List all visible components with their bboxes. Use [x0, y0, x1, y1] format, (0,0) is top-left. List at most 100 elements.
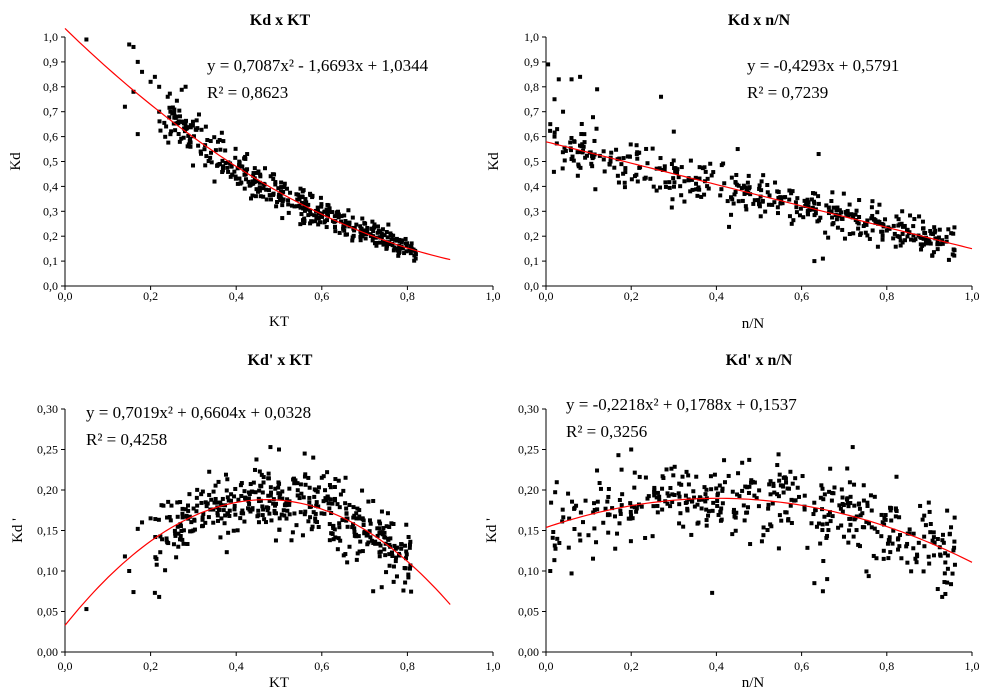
data-point: [84, 37, 89, 42]
data-point: [790, 189, 795, 194]
data-point: [886, 538, 891, 543]
data-point: [302, 208, 307, 213]
y-tick-label: 0,1: [43, 254, 58, 268]
x-tick-label: 0,6: [794, 289, 809, 303]
data-point: [261, 507, 266, 512]
data-point: [391, 521, 396, 526]
data-point: [733, 515, 738, 520]
data-point: [663, 184, 668, 189]
data-point: [282, 513, 287, 518]
data-point: [256, 513, 261, 518]
data-point: [744, 207, 749, 212]
data-point: [671, 184, 676, 189]
data-point: [312, 494, 317, 499]
data-point: [131, 590, 136, 595]
data-point: [223, 513, 228, 518]
y-tick-label: 0,8: [524, 80, 539, 94]
data-point: [566, 545, 571, 550]
data-point: [202, 147, 207, 152]
data-point: [818, 495, 823, 500]
data-point: [945, 580, 950, 585]
data-point: [186, 142, 191, 147]
data-point: [248, 482, 253, 487]
data-point: [199, 492, 204, 497]
data-point: [679, 193, 684, 198]
data-point: [318, 220, 323, 225]
data-point: [264, 505, 269, 510]
data-point: [257, 185, 262, 190]
y-tick-label: 0,9: [524, 55, 539, 69]
data-point: [655, 490, 660, 495]
data-point: [313, 519, 318, 524]
data-point: [280, 496, 285, 501]
data-point: [882, 522, 887, 527]
data-point: [167, 105, 172, 110]
data-point: [350, 525, 355, 530]
data-point: [301, 495, 306, 500]
data-point: [835, 225, 840, 230]
data-point: [865, 233, 870, 238]
data-point: [163, 134, 168, 139]
data-point: [360, 549, 365, 554]
data-point: [267, 193, 272, 198]
data-point: [381, 242, 386, 247]
data-point: [175, 514, 180, 519]
data-point: [389, 521, 394, 526]
data-point: [768, 479, 773, 484]
data-point: [569, 157, 574, 162]
data-point: [926, 554, 931, 559]
data-point: [693, 175, 698, 180]
data-point: [706, 509, 711, 514]
data-point: [824, 203, 829, 208]
data-point: [167, 115, 172, 120]
data-point: [699, 506, 704, 511]
data-point: [675, 170, 680, 175]
data-point: [864, 519, 869, 524]
data-point: [603, 506, 608, 511]
data-point: [220, 158, 225, 163]
data-point: [277, 481, 282, 486]
data-point: [358, 238, 363, 243]
data-point: [634, 143, 639, 148]
data-point: [846, 504, 851, 509]
data-point: [643, 475, 648, 480]
data-point: [332, 485, 337, 490]
data-point: [658, 185, 663, 190]
data-point: [592, 501, 597, 506]
data-point: [618, 511, 623, 516]
data-point: [275, 199, 280, 204]
data-point: [274, 204, 279, 209]
data-point: [261, 186, 266, 191]
data-point: [903, 238, 908, 243]
data-point: [387, 524, 392, 529]
data-point: [595, 468, 600, 473]
data-point: [387, 552, 392, 557]
data-point: [836, 525, 841, 530]
data-point: [179, 136, 184, 141]
data-point: [712, 472, 717, 477]
data-point: [330, 218, 335, 223]
x-tick-label: 0,2: [624, 659, 639, 673]
data-point: [861, 498, 866, 503]
data-point: [228, 161, 233, 166]
data-point: [260, 490, 265, 495]
data-point: [319, 204, 324, 209]
data-point: [284, 516, 289, 521]
data-point: [645, 161, 650, 166]
data-point: [178, 114, 183, 119]
data-point: [389, 237, 394, 242]
data-point: [679, 482, 684, 487]
data-point: [200, 517, 205, 522]
data-point: [309, 527, 314, 532]
data-point: [560, 150, 565, 155]
data-point: [803, 203, 808, 208]
x-tick-label: 0,4: [709, 289, 724, 303]
data-point: [807, 208, 812, 213]
data-point: [548, 569, 553, 573]
data-point: [560, 519, 565, 524]
data-point: [167, 91, 172, 96]
data-point: [404, 244, 409, 249]
data-point: [745, 510, 750, 515]
data-point: [557, 540, 562, 545]
data-point: [311, 455, 316, 460]
